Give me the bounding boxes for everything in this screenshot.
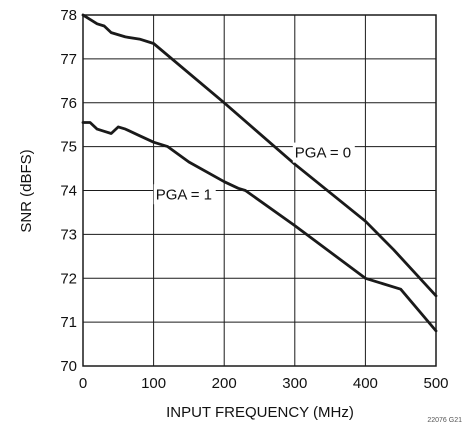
y-tick-label: 78 [60,7,77,24]
x-tick-label: 100 [141,375,166,392]
x-tick-label: 500 [423,375,448,392]
tick-label-layer: 0 100 200 300 400 500 70 71 72 73 74 75 76 77 78 [60,7,448,392]
plot-frame [82,14,437,367]
annotation-background [292,142,355,163]
x-tick-label: 400 [353,375,378,392]
figure-id-label: 22076 G21 [427,417,462,424]
y-tick-label: 71 [60,314,77,331]
y-tick-label: 77 [60,51,77,68]
series-line-pga-0 [81,13,438,298]
x-tick-label: 300 [282,375,307,392]
x-tick-label: 0 [79,375,87,392]
y-tick-label: 70 [60,358,77,375]
y-tick-label: 75 [60,139,77,156]
y-tick-label: 72 [60,270,77,287]
series-line-pga-1 [81,121,438,333]
series-annotation-label: PGA = 1 [156,186,212,203]
y-tick-label: 74 [60,183,77,200]
grid-layer [83,15,436,366]
annotation-background [153,184,216,205]
y-axis-title: SNR (dBFS) [18,149,35,232]
y-tick-label: 76 [60,95,77,112]
x-axis-title: INPUT FREQUENCY (MHz) [166,404,354,421]
series-layer [81,13,438,333]
x-tick-label: 200 [212,375,237,392]
annotation-layer: PGA = 0 PGA = 1 [153,142,355,205]
y-tick-label: 73 [60,226,77,243]
series-annotation-label: PGA = 0 [295,145,351,162]
